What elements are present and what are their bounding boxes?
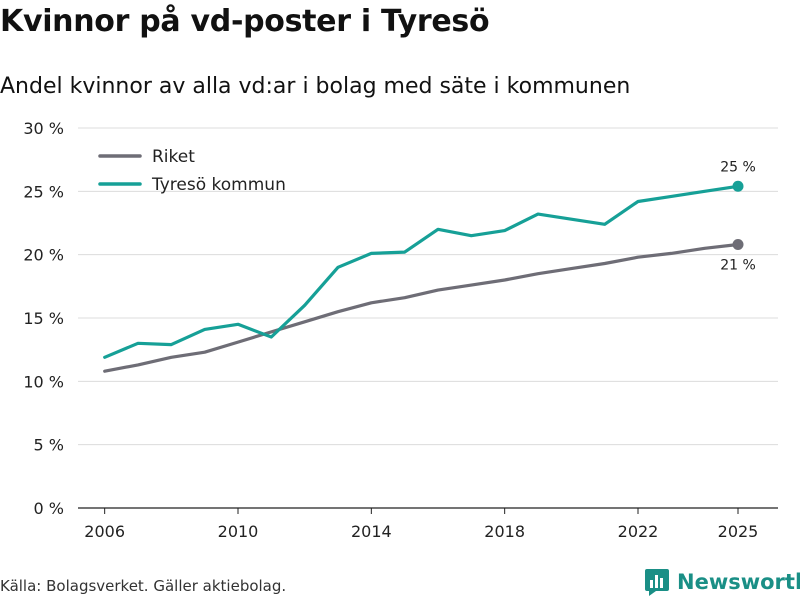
series-lines bbox=[103, 180, 744, 373]
newsworthy-logo-icon bbox=[645, 569, 669, 596]
end-value-label: 25 % bbox=[720, 159, 756, 175]
legend-label: Riket bbox=[152, 147, 195, 167]
logo-bar-2 bbox=[655, 575, 658, 588]
y-tick-label: 0 % bbox=[34, 499, 64, 518]
legend: Riket Tyresö kommun bbox=[98, 147, 286, 195]
end-labels: 21 % 25 % bbox=[720, 159, 756, 273]
logo-bar-3 bbox=[660, 578, 663, 588]
end-value-label: 21 % bbox=[720, 258, 756, 274]
series-end-marker bbox=[732, 239, 744, 251]
logo-bar-1 bbox=[650, 580, 653, 588]
y-tick-label: 10 % bbox=[23, 372, 64, 391]
series-line bbox=[103, 184, 740, 359]
series-end-marker bbox=[732, 180, 744, 192]
series-line bbox=[103, 242, 740, 373]
y-tick-label: 25 % bbox=[23, 182, 64, 201]
x-tick-label: 2014 bbox=[351, 522, 392, 541]
source-note: Källa: Bolagsverket. Gäller aktiebolag. bbox=[0, 577, 287, 595]
y-tick-label: 15 % bbox=[23, 309, 64, 328]
x-tick-label: 2010 bbox=[218, 522, 259, 541]
grid-lines bbox=[78, 127, 778, 509]
legend-label: Tyresö kommun bbox=[151, 175, 286, 195]
x-tick-label: 2018 bbox=[484, 522, 525, 541]
chart-title: Kvinnor på vd-poster i Tyresö bbox=[0, 4, 490, 39]
y-tick-label: 20 % bbox=[23, 246, 64, 265]
x-tick-label: 2006 bbox=[84, 522, 125, 541]
x-tick-label: 2022 bbox=[618, 522, 659, 541]
brand-name: Newsworthy bbox=[677, 570, 800, 594]
x-tick-label: 2025 bbox=[718, 522, 759, 541]
chart-subtitle: Andel kvinnor av alla vd:ar i bolag med … bbox=[0, 74, 631, 99]
y-axis-ticks: 0 % 5 % 10 % 15 % 20 % 25 % 30 % bbox=[23, 119, 64, 518]
y-tick-label: 5 % bbox=[34, 436, 64, 455]
brand-logo: Newsworthy bbox=[644, 568, 800, 596]
y-tick-label: 30 % bbox=[23, 119, 64, 138]
x-axis-ticks: 2006 2010 2014 2018 2022 2025 bbox=[84, 508, 758, 541]
